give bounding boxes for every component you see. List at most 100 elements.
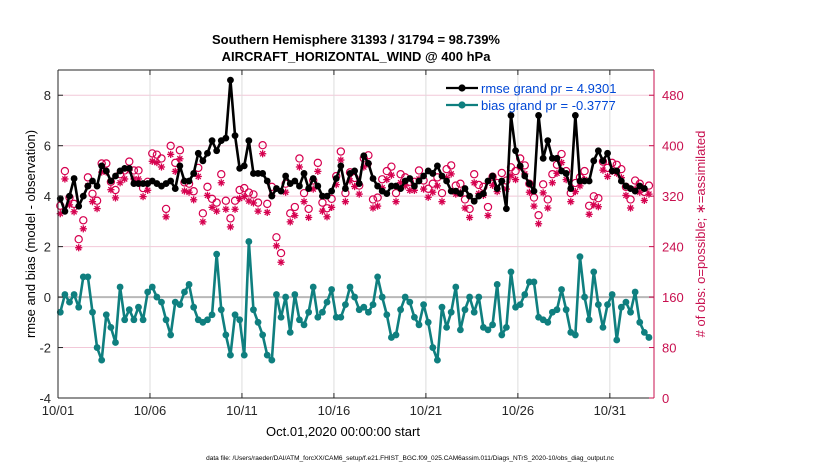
bias-point: [61, 291, 69, 298]
rmse-point: [544, 137, 552, 145]
bias-point: [576, 253, 584, 261]
legend: rmse grand pr = 4.9301 bias grand pr = -…: [446, 81, 617, 113]
possible-marker: [534, 211, 543, 220]
possible-marker: [428, 179, 437, 188]
possible-marker: [276, 248, 286, 258]
assimilated-marker: [484, 211, 492, 220]
bias-point: [452, 283, 460, 291]
rmse-point: [479, 190, 487, 198]
rmse-point: [227, 76, 234, 84]
rmse-point: [640, 185, 648, 192]
bias-point: [162, 316, 170, 324]
bias-point: [484, 326, 492, 334]
bias-point: [627, 308, 634, 316]
assimilated-marker: [318, 207, 327, 215]
assimilated-marker: [420, 185, 428, 193]
rmse-point: [539, 154, 547, 162]
bias-point: [365, 308, 372, 316]
rmse-point: [594, 147, 602, 155]
possible-marker: [589, 192, 598, 201]
bias-point: [250, 306, 257, 314]
rmse-point: [102, 167, 110, 175]
possible-marker: [198, 209, 208, 218]
possible-marker: [437, 188, 447, 198]
assimilated-marker: [387, 171, 396, 179]
possible-marker: [226, 214, 235, 223]
bias-point: [622, 298, 630, 306]
assimilated-marker: [433, 182, 441, 190]
rmse-point: [355, 180, 363, 187]
assimilated-marker: [75, 244, 83, 252]
assimilated-marker: [305, 213, 313, 222]
rmse-point: [553, 154, 561, 162]
bias-point: [447, 308, 455, 316]
bias-point: [135, 303, 142, 311]
bias-point: [116, 283, 124, 291]
possible-marker: [543, 195, 552, 204]
possible-marker: [60, 166, 70, 176]
bias-point: [70, 291, 78, 298]
assimilated-marker: [438, 198, 446, 206]
possible-marker: [74, 234, 83, 244]
y-tick-label-left: 2: [44, 240, 51, 255]
bias-point: [328, 286, 336, 293]
possible-marker: [511, 166, 520, 176]
bias-point: [153, 293, 161, 301]
assimilated-marker: [263, 208, 271, 216]
possible-marker: [414, 166, 424, 175]
bias-point: [571, 331, 579, 339]
bias-point: [259, 331, 267, 339]
bias-point: [530, 278, 538, 286]
x-tick-label: 10/11: [226, 403, 258, 418]
rmse-point: [185, 177, 193, 185]
assimilated-marker: [116, 179, 124, 187]
y-axis-label-left: rmse and bias (model - observation): [23, 130, 38, 338]
rmse-point: [176, 162, 184, 170]
bias-point: [56, 308, 64, 316]
possible-marker: [474, 180, 483, 190]
x-tick-label: 10/06: [134, 403, 167, 418]
rmse-point: [268, 192, 276, 200]
possible-marker: [368, 195, 378, 204]
assimilated-marker: [153, 158, 161, 167]
assimilated-marker: [213, 207, 221, 215]
y-tick-label-right: 0: [662, 391, 669, 406]
y-tick-label-right: 240: [662, 240, 684, 255]
bias-point: [645, 334, 653, 341]
bias-point: [190, 303, 198, 311]
assimilated-marker: [162, 213, 170, 221]
bias-point: [337, 313, 345, 321]
rmse-point: [443, 177, 450, 185]
bias-point: [351, 293, 359, 301]
rmse-point: [374, 182, 382, 190]
assimilated-marker: [465, 213, 474, 222]
legend-rmse-marker: [458, 84, 466, 92]
rmse-point: [562, 170, 570, 177]
bias-point: [346, 283, 354, 291]
bias-point: [176, 301, 184, 309]
assimilated-marker: [157, 163, 166, 171]
rmse-point: [125, 165, 133, 172]
rmse-point: [323, 192, 331, 200]
assimilated-marker: [61, 175, 69, 183]
assimilated-marker: [328, 203, 336, 211]
rmse-point: [282, 172, 290, 180]
rmse-point: [489, 172, 496, 180]
assimilated-marker: [594, 203, 602, 211]
bias-point: [121, 316, 129, 324]
possible-marker: [272, 233, 281, 242]
possible-marker: [525, 179, 534, 188]
rmse-point: [351, 167, 359, 175]
assimilated-marker: [226, 223, 235, 231]
assimilated-marker: [70, 208, 78, 216]
bias-point: [204, 316, 211, 324]
bias-point: [282, 293, 290, 301]
bias-point: [342, 301, 349, 309]
rmse-point: [507, 112, 515, 119]
rmse-point: [245, 137, 253, 145]
assimilated-marker: [222, 205, 230, 213]
assimilated-marker: [107, 186, 115, 194]
rmse-point: [535, 112, 542, 119]
rmse-point: [369, 175, 377, 182]
